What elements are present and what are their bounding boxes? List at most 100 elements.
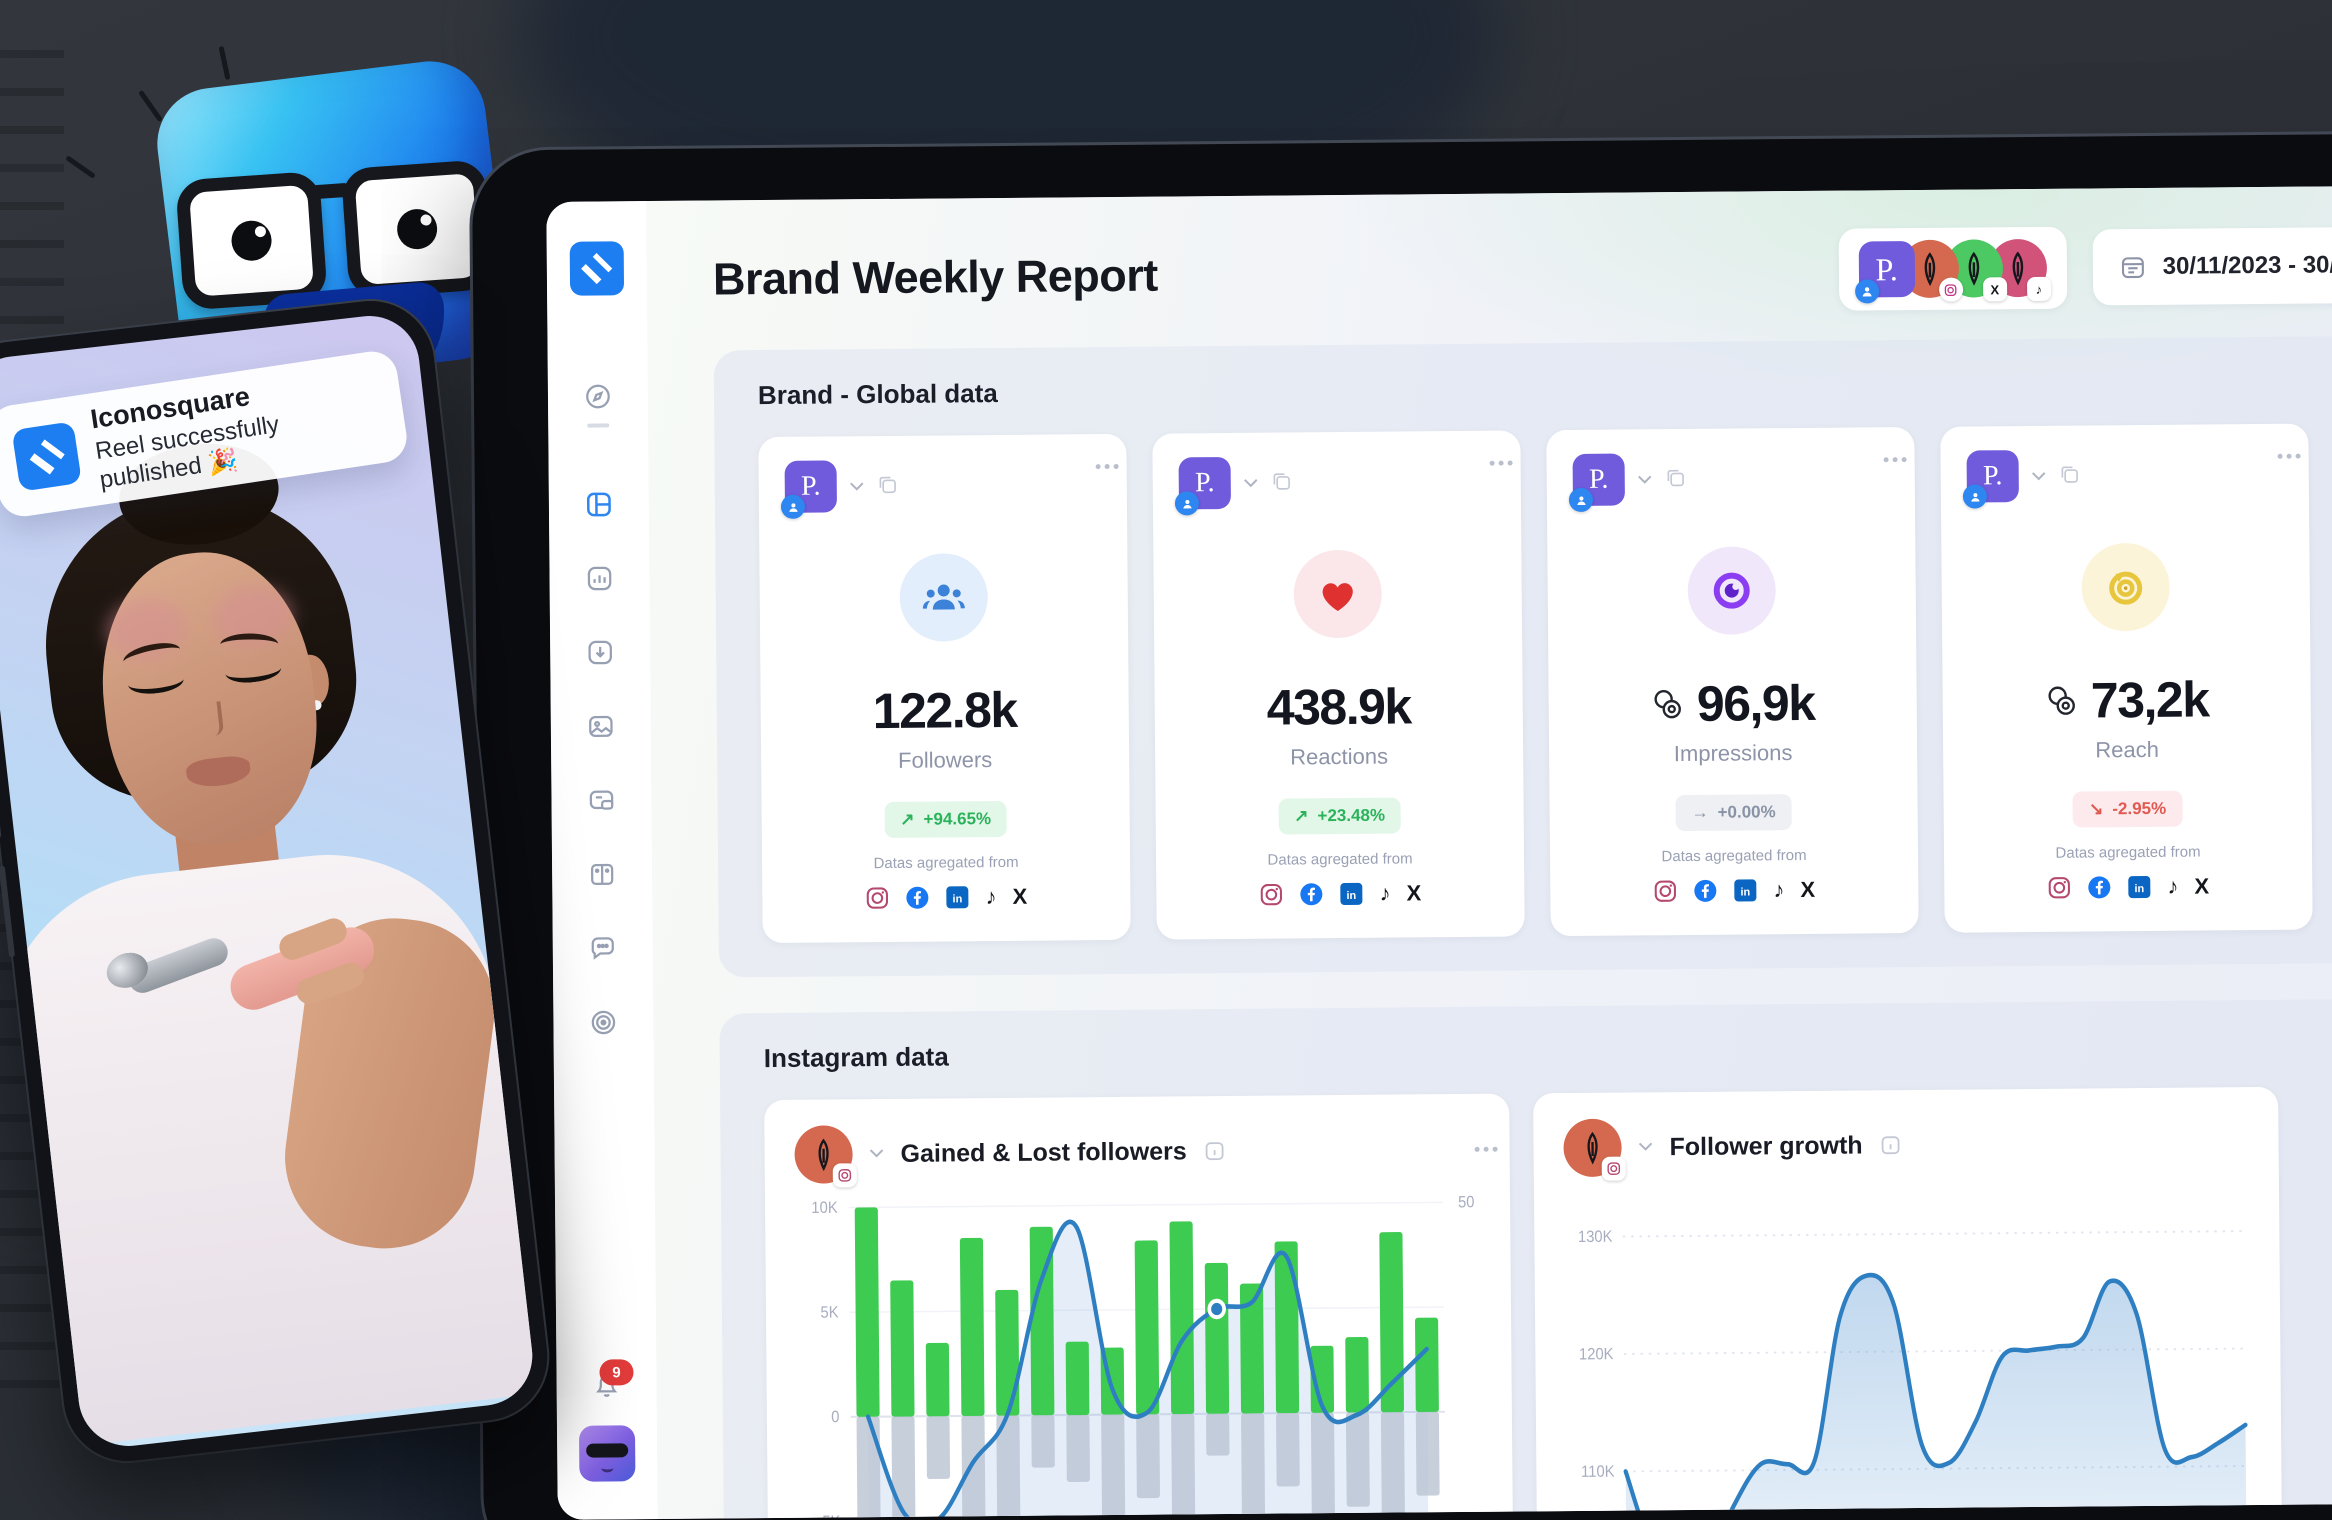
sidebar-item-library[interactable] — [587, 859, 617, 889]
chevron-down-icon[interactable] — [2031, 468, 2047, 486]
sidebar-item-compass[interactable] — [583, 381, 613, 411]
phone-screen: Iconosquare Reel successfully published … — [0, 310, 538, 1452]
sidebar-item-dashboard[interactable] — [584, 489, 614, 519]
section-instagram-data: Instagram data Gained & Lost followers — [719, 998, 2332, 1520]
sources-note: Datas agregated from — [1267, 850, 1413, 869]
copy-icon[interactable] — [2059, 464, 2081, 491]
x-icon: X — [1406, 880, 1422, 906]
sparkle-line — [65, 155, 96, 179]
profile-avatar-x: X — [1944, 239, 2007, 302]
instagram-badge-icon — [1601, 1156, 1626, 1181]
card-profile-avatar[interactable]: P. — [1174, 456, 1231, 516]
x-icon: X — [1800, 876, 1816, 903]
page-title: Brand Weekly Report — [712, 249, 1158, 305]
tiktok-icon: ♪ — [985, 884, 997, 910]
closed-eye — [126, 667, 185, 697]
copy-icon[interactable] — [877, 474, 899, 501]
facebook-icon — [2088, 876, 2111, 899]
more-menu-icon[interactable] — [1095, 464, 1101, 470]
info-icon[interactable] — [1203, 1139, 1227, 1163]
metric-value: 122.8k — [872, 681, 1017, 740]
person-badge-icon — [1854, 279, 1879, 304]
x-icon: X — [2194, 873, 2210, 899]
social-sources-row: in ♪ X — [1970, 872, 2286, 903]
change-badge: → +0.00% — [1675, 794, 1792, 832]
sources-note: Datas agregated from — [1661, 846, 1807, 866]
profile-avatar-p: P. — [1854, 240, 1915, 304]
card-profile-avatar[interactable]: P. — [780, 460, 838, 519]
phone-button — [0, 746, 2, 839]
svg-text:10K: 10K — [811, 1199, 838, 1217]
instagram-profile-avatar[interactable] — [1563, 1118, 1626, 1181]
leaf-logo-icon — [1924, 252, 1935, 286]
sidebar-item-analytics[interactable] — [584, 563, 614, 593]
info-icon[interactable] — [1879, 1133, 1903, 1157]
profiles-selector[interactable]: P. X — [1838, 226, 2068, 311]
chevron-down-icon[interactable] — [1637, 1138, 1653, 1156]
phone-device: Iconosquare Reel successfully published … — [0, 294, 555, 1468]
sidebar-item-conversations[interactable] — [588, 933, 618, 963]
metric-value: 73,2k — [2090, 671, 2209, 729]
brow — [220, 633, 279, 656]
leaf-logo-icon — [818, 1138, 829, 1172]
facebook-icon — [1300, 883, 1323, 906]
copy-icon[interactable] — [1271, 470, 1293, 497]
linkedin-icon: in — [2128, 875, 2151, 899]
more-menu-icon[interactable] — [1474, 1146, 1480, 1152]
linkedin-icon: in — [946, 886, 969, 909]
sidebar-item-export[interactable] — [585, 637, 615, 667]
sidebar-item-media[interactable] — [586, 711, 616, 741]
calendar-icon — [2121, 257, 2144, 279]
chevron-down-icon[interactable] — [1243, 475, 1259, 493]
mascot-left-eye — [175, 170, 328, 311]
chart-title: Gained & Lost followers — [900, 1136, 1187, 1168]
chevron-down-icon[interactable] — [1637, 471, 1653, 489]
sources-note: Datas agregated from — [2055, 843, 2201, 862]
change-badge: ↗ +23.48% — [1278, 797, 1402, 835]
library-icon — [590, 863, 614, 886]
more-menu-icon[interactable] — [2277, 453, 2283, 459]
chevron-down-icon[interactable] — [869, 1145, 885, 1163]
heart-icon — [1293, 549, 1383, 639]
media-icon — [589, 715, 613, 738]
mascot-glasses — [167, 159, 501, 311]
svg-text:110K: 110K — [1581, 1463, 1615, 1481]
svg-text:in: in — [953, 893, 963, 905]
social-sources-row: in ♪ X — [1182, 879, 1498, 910]
more-menu-icon[interactable] — [1883, 457, 1889, 463]
metric-label: Impressions — [1673, 740, 1793, 767]
aggregated-icon — [1651, 687, 1685, 721]
metric-label: Followers — [897, 747, 993, 773]
sources-note: Datas agregated from — [873, 853, 1019, 873]
svg-text:130K: 130K — [1578, 1228, 1613, 1246]
card-profile-avatar[interactable]: P. — [1568, 453, 1625, 513]
sidebar-item-publish[interactable] — [586, 785, 616, 815]
copy-icon[interactable] — [1665, 467, 1687, 494]
tiktok-icon: ♪ — [2167, 873, 2179, 899]
chevron-down-icon[interactable] — [849, 478, 865, 496]
iconosquare-logo[interactable] — [569, 241, 625, 296]
instagram-badge-icon — [832, 1163, 857, 1188]
svg-text:-5K: -5K — [817, 1513, 841, 1519]
instagram-icon — [866, 887, 889, 909]
leaf-logo-icon — [2012, 251, 2023, 286]
closed-eye — [224, 656, 283, 686]
instagram-icon — [1654, 880, 1677, 902]
profile-avatar-tiktok: ♪ — [1988, 238, 2051, 302]
aggregated-icon — [2045, 684, 2079, 718]
linkedin-icon: in — [1734, 879, 1757, 902]
followers-icon — [899, 553, 989, 642]
instagram-profile-avatar[interactable] — [794, 1125, 857, 1188]
more-menu-icon[interactable] — [1489, 460, 1495, 466]
date-range-picker[interactable]: 30/11/2023 - 30/12/2023 — [2092, 226, 2332, 306]
follower-growth-card: Follower growth 130K120K110K100K — [1533, 1086, 2285, 1520]
notifications-button[interactable]: 9 — [591, 1359, 634, 1399]
svg-text:in: in — [1347, 890, 1357, 902]
card-profile-avatar[interactable]: P. — [1962, 450, 2019, 509]
sidebar-item-listening[interactable] — [588, 1007, 618, 1037]
x-badge-icon: X — [1982, 277, 2007, 302]
user-avatar[interactable] — [578, 1425, 636, 1482]
dashboard-screen: 9 Brand Weekly Report P. — [546, 186, 2332, 1520]
